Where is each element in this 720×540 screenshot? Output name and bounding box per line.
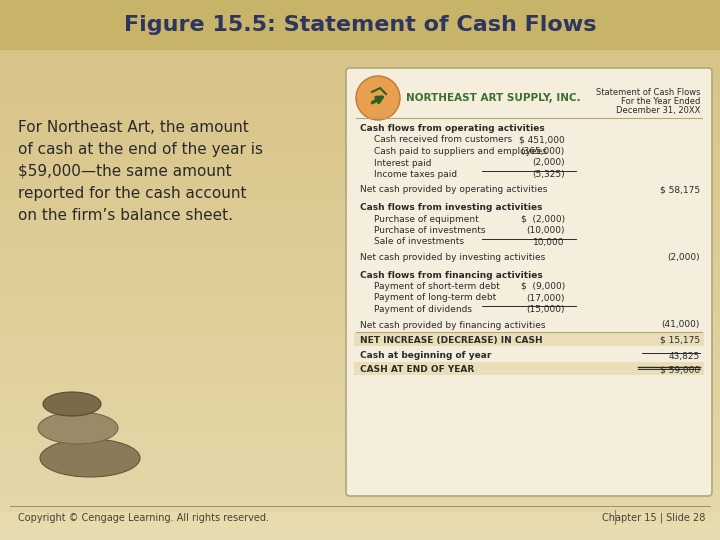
FancyBboxPatch shape [0,0,720,50]
Text: (5,325): (5,325) [532,170,564,179]
Text: reported for the cash account: reported for the cash account [18,186,246,201]
Text: (17,000): (17,000) [526,294,564,302]
FancyBboxPatch shape [354,333,704,346]
Text: (41,000): (41,000) [662,321,700,329]
Text: Payment of dividends: Payment of dividends [374,305,472,314]
Text: $  (2,000): $ (2,000) [521,214,564,224]
Text: Payment of long-term debt: Payment of long-term debt [374,294,496,302]
Ellipse shape [38,412,118,444]
Text: Cash flows from investing activities: Cash flows from investing activities [360,203,542,212]
Text: $ 15,175: $ 15,175 [660,336,700,345]
Ellipse shape [40,439,140,477]
Text: 10,000: 10,000 [534,238,564,246]
Text: $ 59,000: $ 59,000 [660,365,700,374]
Text: Statement of Cash Flows: Statement of Cash Flows [595,88,700,97]
Text: Cash paid to suppliers and employees: Cash paid to suppliers and employees [374,147,547,156]
Ellipse shape [43,392,101,416]
Text: NORTHEAST ART SUPPLY, INC.: NORTHEAST ART SUPPLY, INC. [406,93,580,103]
FancyBboxPatch shape [0,50,720,512]
Text: For Northeast Art, the amount: For Northeast Art, the amount [18,120,248,135]
Text: Net cash provided by financing activities: Net cash provided by financing activitie… [360,321,546,329]
Text: CASH AT END OF YEAR: CASH AT END OF YEAR [360,365,474,374]
Text: $ 451,000: $ 451,000 [519,136,564,145]
Text: December 31, 20XX: December 31, 20XX [616,106,700,115]
Text: $ 58,175: $ 58,175 [660,186,700,194]
Text: For the Year Ended: For the Year Ended [621,97,700,106]
Text: on the firm’s balance sheet.: on the firm’s balance sheet. [18,208,233,223]
Text: of cash at the end of the year is: of cash at the end of the year is [18,142,263,157]
Text: 43,825: 43,825 [669,352,700,361]
Text: Figure 15.5: Statement of Cash Flows: Figure 15.5: Statement of Cash Flows [124,15,596,35]
FancyBboxPatch shape [346,68,712,496]
Text: Net cash provided by investing activities: Net cash provided by investing activitie… [360,253,545,262]
Text: Payment of short-term debt: Payment of short-term debt [374,282,500,291]
Text: Purchase of investments: Purchase of investments [374,226,485,235]
Text: Cash flows from financing activities: Cash flows from financing activities [360,271,543,280]
Text: (15,000): (15,000) [526,305,564,314]
Text: Chapter 15 | Slide 28: Chapter 15 | Slide 28 [602,513,705,523]
Circle shape [356,76,400,120]
Text: Net cash provided by operating activities: Net cash provided by operating activitie… [360,186,547,194]
Text: Cash received from customers: Cash received from customers [374,136,512,145]
Text: Sale of investments: Sale of investments [374,238,464,246]
Text: (10,000): (10,000) [526,226,564,235]
Text: NET INCREASE (DECREASE) IN CASH: NET INCREASE (DECREASE) IN CASH [360,336,543,345]
Text: Interest paid: Interest paid [374,159,431,167]
Text: $  (9,000): $ (9,000) [521,282,564,291]
Text: (365,000): (365,000) [521,147,564,156]
Text: Cash flows from operating activities: Cash flows from operating activities [360,124,545,133]
Text: Cash at beginning of year: Cash at beginning of year [360,352,491,361]
Text: (2,000): (2,000) [532,159,564,167]
Text: $59,000—the same amount: $59,000—the same amount [18,164,232,179]
Text: Purchase of equipment: Purchase of equipment [374,214,479,224]
Text: (2,000): (2,000) [667,253,700,262]
Text: Copyright © Cengage Learning. All rights reserved.: Copyright © Cengage Learning. All rights… [18,513,269,523]
FancyBboxPatch shape [354,362,704,375]
Text: Income taxes paid: Income taxes paid [374,170,457,179]
